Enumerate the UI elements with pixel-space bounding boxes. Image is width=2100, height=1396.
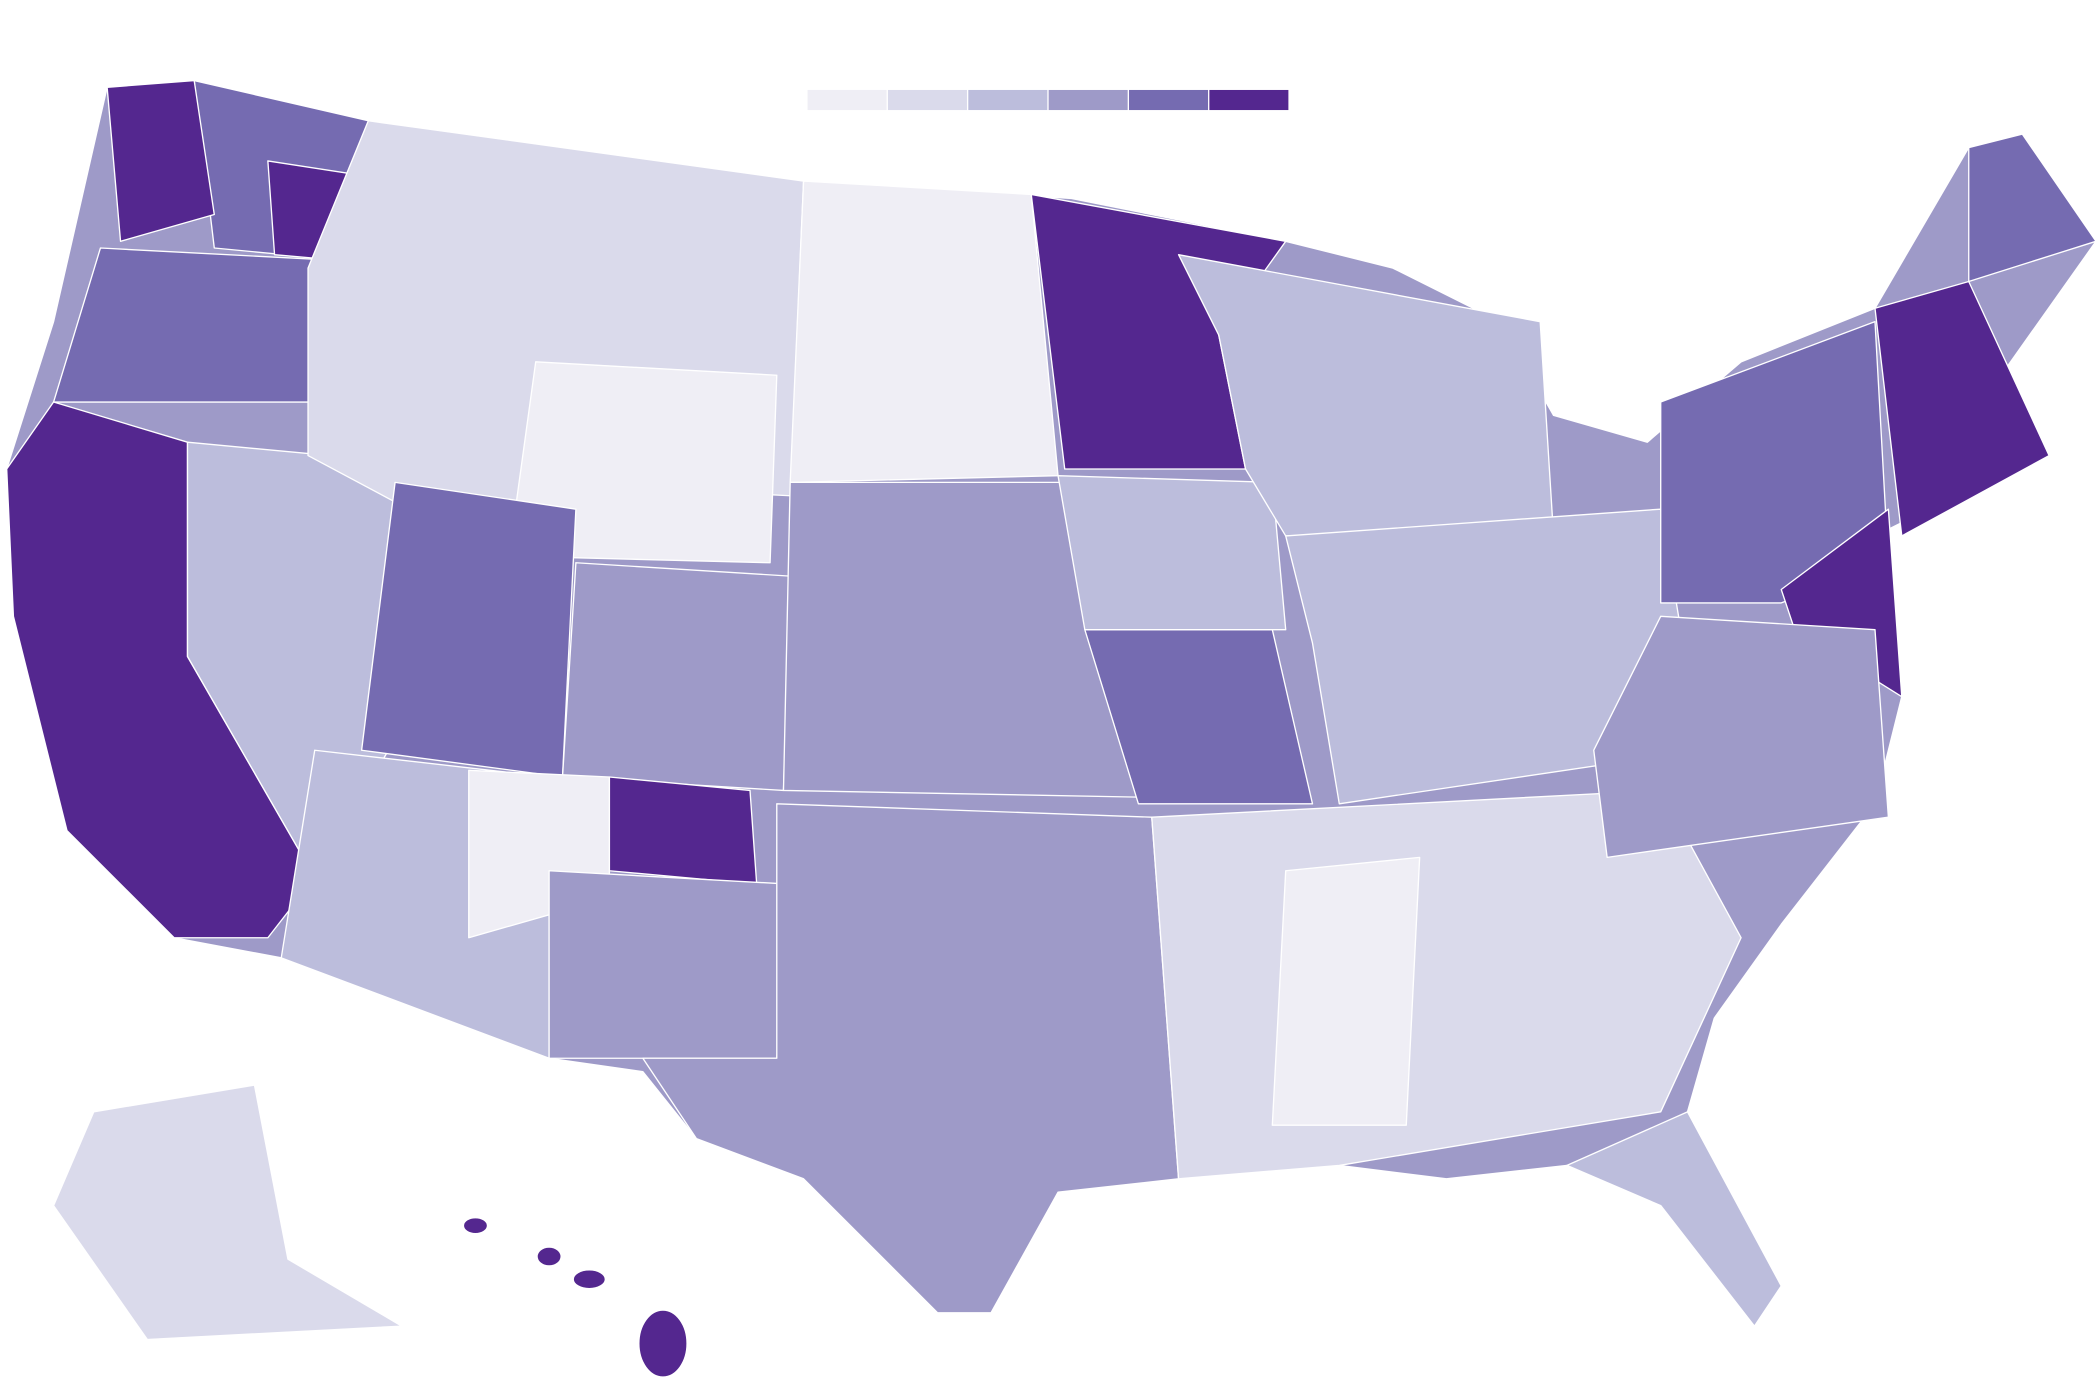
region <box>638 1309 688 1378</box>
legend-swatch <box>1048 89 1128 111</box>
region <box>1874 280 2050 537</box>
legend-swatch <box>968 89 1048 111</box>
region <box>1593 615 1890 859</box>
regions <box>6 79 2097 1378</box>
region <box>1057 475 1287 631</box>
region <box>1968 133 2097 283</box>
region <box>1566 1111 1782 1327</box>
region <box>561 562 791 792</box>
region <box>1271 856 1421 1126</box>
region <box>360 481 577 778</box>
region <box>1285 508 1702 805</box>
region <box>572 1269 607 1290</box>
region <box>536 1246 562 1267</box>
region <box>548 870 791 1059</box>
region <box>106 79 215 242</box>
legend-swatch <box>807 89 887 111</box>
legend-swatch <box>887 89 967 111</box>
legend-swatch <box>1129 89 1209 111</box>
region <box>608 776 758 885</box>
region <box>789 180 1059 484</box>
region <box>462 1216 489 1235</box>
legend <box>807 89 1289 111</box>
region <box>52 1084 403 1341</box>
legend-swatch <box>1209 89 1289 111</box>
